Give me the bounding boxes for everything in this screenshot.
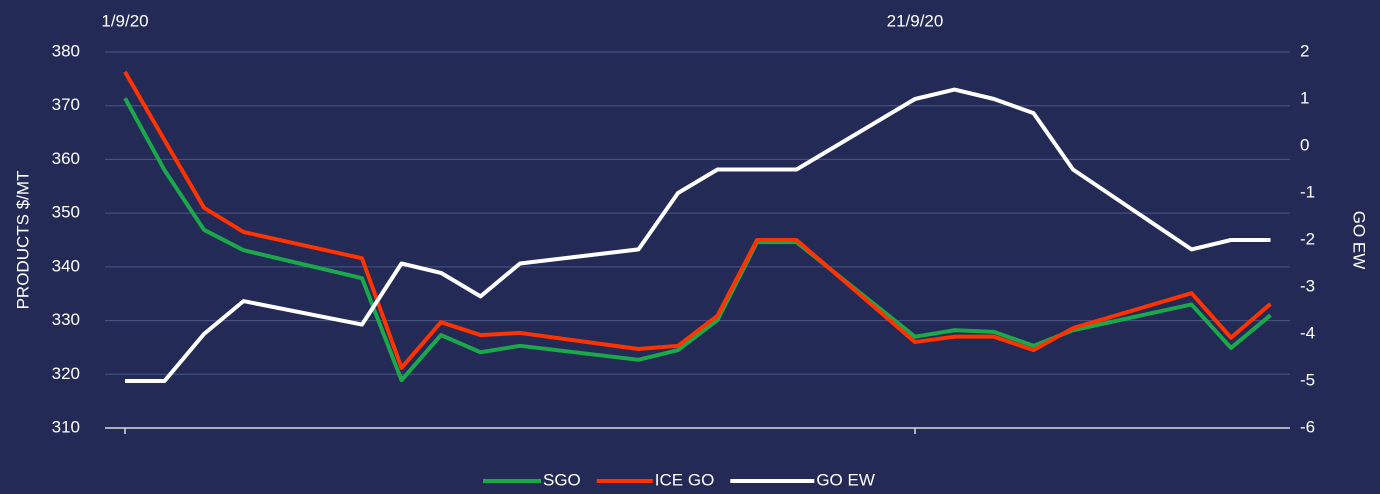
y2-axis-title: GO EW bbox=[1350, 211, 1369, 270]
y-tick-label: 380 bbox=[52, 41, 80, 60]
series-line bbox=[123, 97, 1272, 383]
legend-label: ICE GO bbox=[655, 470, 715, 489]
y-tick-label: 360 bbox=[52, 149, 80, 168]
x-tick-label: 1/9/20 bbox=[101, 11, 148, 30]
y2-tick-label: -6 bbox=[1300, 417, 1315, 436]
y2-tick-label: 0 bbox=[1300, 135, 1309, 154]
series-line bbox=[125, 87, 1271, 383]
y-tick-label: 320 bbox=[52, 364, 80, 383]
y2-tick-label: 1 bbox=[1300, 88, 1309, 107]
y2-tick-label: -1 bbox=[1300, 182, 1315, 201]
y2-tick-label: -3 bbox=[1300, 276, 1315, 295]
series-line bbox=[123, 70, 1272, 370]
y2-tick-label: -2 bbox=[1300, 229, 1315, 248]
y-tick-label: 310 bbox=[52, 417, 80, 436]
legend-label: GO EW bbox=[816, 470, 875, 489]
y-tick-label: 330 bbox=[52, 310, 80, 329]
y-tick-label: 350 bbox=[52, 203, 80, 222]
x-tick-label: 21/9/20 bbox=[887, 11, 944, 30]
y2-tick-label: -4 bbox=[1300, 323, 1315, 342]
y-axis-title: PRODUCTS $/MT bbox=[13, 171, 32, 310]
y-tick-label: 370 bbox=[52, 95, 80, 114]
y2-tick-label: -5 bbox=[1300, 370, 1315, 389]
y-tick-label: 340 bbox=[52, 256, 80, 275]
legend-label: SGO bbox=[543, 470, 581, 489]
y2-tick-label: 2 bbox=[1300, 41, 1309, 60]
